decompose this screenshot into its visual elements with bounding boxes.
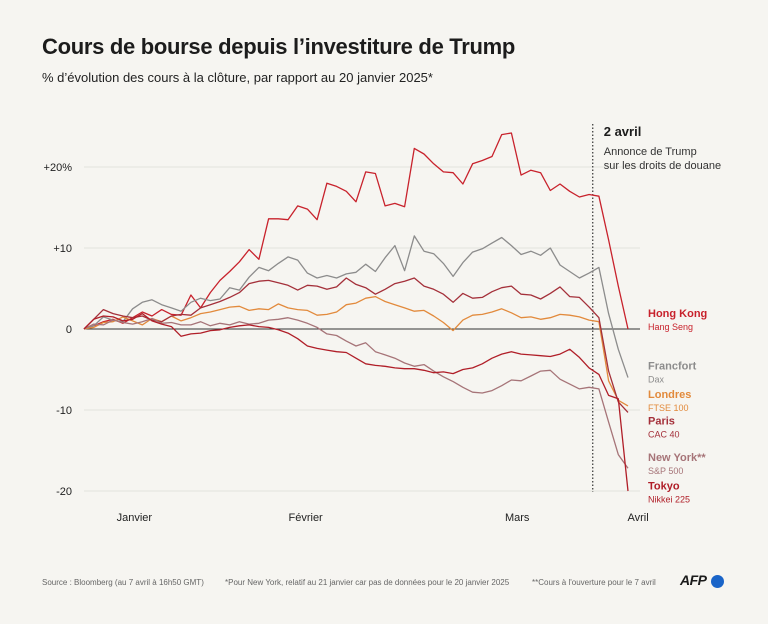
x-tick-label: Février <box>289 512 324 524</box>
series-line-paris <box>83 277 629 413</box>
series-line-francfort <box>83 235 629 378</box>
series-sublabel-francfort: Dax <box>648 375 665 385</box>
series-line-tokyo <box>83 312 629 492</box>
footnote-opening: **Cours à l'ouverture pour le 7 avril <box>532 578 656 587</box>
afp-logo-dot-icon <box>711 575 724 588</box>
annotation-text: Annonce de Trump <box>604 146 697 158</box>
footnote-new-york: *Pour New York, relatif au 21 janvier ca… <box>225 578 510 587</box>
y-tick-label: +10 <box>53 243 72 255</box>
annotation-date: 2 avril <box>604 124 642 139</box>
series-line-new-york <box>83 317 629 469</box>
x-tick-label: Avril <box>627 512 648 524</box>
series-line-londres <box>83 295 629 407</box>
series-sublabel-hong-kong: Hang Seng <box>648 322 693 332</box>
y-tick-label: 0 <box>66 324 72 336</box>
series-line-hong-kong <box>83 132 629 330</box>
y-tick-label: -10 <box>56 405 72 417</box>
series-label-paris: Paris <box>648 416 675 428</box>
series-sublabel-londres: FTSE 100 <box>648 403 689 413</box>
series-sublabel-new-york: S&P 500 <box>648 466 683 476</box>
chart-title: Cours de bourse depuis l’investiture de … <box>42 34 516 59</box>
series-label-new-york: New York** <box>648 452 706 464</box>
chart-subtitle: % d’évolution des cours à la clôture, pa… <box>42 70 433 85</box>
x-tick-label: Mars <box>505 512 530 524</box>
series-sublabel-tokyo: Nikkei 225 <box>648 494 690 504</box>
line-chart: +20% +10 0 -10 -20 Janvier Février Mars Avril 2 a… <box>44 124 721 524</box>
x-tick-label: Janvier <box>117 512 153 524</box>
source-note: Source : Bloomberg (au 7 avril à 16h50 G… <box>42 578 204 587</box>
series-label-londres: Londres <box>648 389 691 401</box>
series-label-tokyo: Tokyo <box>648 480 680 492</box>
series-label-francfort: Francfort <box>648 361 697 373</box>
series-sublabel-paris: CAC 40 <box>648 430 680 440</box>
series-label-hong-kong: Hong Kong <box>648 308 707 320</box>
y-tick-label: -20 <box>56 486 72 498</box>
y-tick-label: +20% <box>44 162 73 174</box>
afp-logo: AFP <box>680 572 707 588</box>
annotation-text: sur les droits de douane <box>604 160 721 172</box>
